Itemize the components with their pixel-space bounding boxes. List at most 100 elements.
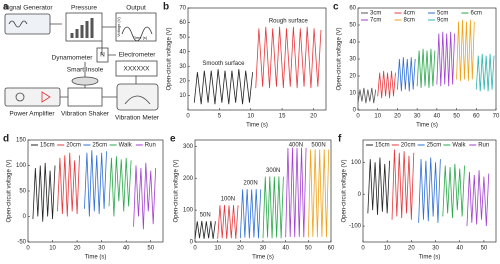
x-tick-label: 30 xyxy=(98,246,105,252)
series-line xyxy=(307,149,330,238)
electrometer-box xyxy=(115,60,158,77)
x-tick-label: 10 xyxy=(214,246,221,252)
x-tick-label: 50 xyxy=(305,246,312,252)
panel-label: e xyxy=(170,134,176,145)
shaker-box xyxy=(67,87,103,107)
series-line xyxy=(84,150,107,217)
series-line xyxy=(475,53,495,92)
annotation: 50N xyxy=(200,213,211,219)
y-tick-label: 40 xyxy=(349,40,356,46)
y-tick-label: 200 xyxy=(183,176,194,182)
series-line xyxy=(377,70,396,99)
x-axis-label: Time (s) xyxy=(416,123,438,129)
series-line xyxy=(262,176,284,239)
label: Smart Insole xyxy=(67,67,104,74)
y-tick-label: 60 xyxy=(179,20,186,26)
annotation: 500N xyxy=(311,143,325,149)
label: Pressure xyxy=(71,5,97,12)
x-tick-label: 10 xyxy=(49,246,56,252)
y-tick-label: 0 xyxy=(23,214,27,220)
meter-box xyxy=(116,83,159,111)
annotation: 400N xyxy=(289,143,303,149)
label: Output xyxy=(126,5,146,12)
series-line xyxy=(32,162,56,222)
series-line xyxy=(193,69,254,105)
panel-label: c xyxy=(333,2,339,13)
x-tick-label: 50 xyxy=(481,246,488,252)
x-tick-label: 40 xyxy=(282,246,289,252)
x-tick-label: 50 xyxy=(147,246,154,252)
x-tick-label: 30 xyxy=(432,246,439,252)
x-tick-label: 20 xyxy=(74,246,81,252)
x-tick-label: 0 xyxy=(26,246,30,252)
x-tick-label: 15 xyxy=(279,114,286,120)
y-tick-label: 30 xyxy=(349,57,356,63)
y-tick-label: 40 xyxy=(179,49,186,55)
x-tick-label: 20 xyxy=(237,246,244,252)
series-line xyxy=(456,19,475,82)
label: Vibration Meter xyxy=(115,115,160,122)
x-tick-label: 10 xyxy=(247,114,254,120)
x-tick-label: 10 xyxy=(374,114,381,120)
y-tick-label: 50 xyxy=(349,23,356,29)
legend-label: Run xyxy=(145,143,156,149)
x-tick-label: 30 xyxy=(260,246,267,252)
legend-label: 9cm xyxy=(437,18,448,24)
x-axis-label: Time (s) xyxy=(246,123,268,129)
y-tick-label: 60 xyxy=(349,6,356,12)
x-tick-label: 50 xyxy=(453,114,460,120)
panel-label: b xyxy=(163,2,169,13)
legend-label: 15cm xyxy=(40,143,55,149)
legend-label: 6cm xyxy=(471,11,482,17)
y-tick-label: 30 xyxy=(179,64,186,70)
label: Time (s) xyxy=(133,35,148,40)
knob-icon xyxy=(15,92,25,102)
legend-label: 25cm xyxy=(92,143,107,149)
y-tick-label: 0 xyxy=(353,108,357,114)
x-tick-label: 40 xyxy=(123,246,130,252)
label: Power Amplifier xyxy=(9,111,55,118)
legend-label: 5cm xyxy=(437,11,448,17)
x-tick-label: 0 xyxy=(361,246,365,252)
legend-label: Walk xyxy=(119,143,133,149)
x-axis-label: Time (s) xyxy=(85,255,107,261)
series-line xyxy=(357,87,377,104)
y-tick-label: -100 xyxy=(349,224,362,230)
signal-generator-box xyxy=(4,13,51,35)
y-tick-label: 50 xyxy=(179,35,186,41)
series-line xyxy=(194,220,216,239)
x-tick-label: 40 xyxy=(434,114,441,120)
legend-label: 7cm xyxy=(370,18,381,24)
y-axis-label: Open-circuit voltage (V) xyxy=(337,27,343,90)
legend-label: 25cm xyxy=(427,143,442,149)
output-curve xyxy=(121,26,153,42)
legend-label: 8cm xyxy=(404,18,415,24)
label: Signal Generator xyxy=(3,5,53,12)
series-line xyxy=(239,189,262,239)
panel-label: a xyxy=(3,2,9,13)
label: N xyxy=(100,52,105,59)
series-line xyxy=(367,157,390,215)
y-tick-label: 50 xyxy=(19,189,26,195)
x-tick-label: 20 xyxy=(310,114,317,120)
label: Voltage (V) xyxy=(116,16,121,36)
y-tick-label: 100 xyxy=(351,160,362,166)
y-tick-label: 0 xyxy=(190,240,194,246)
x-tick-label: 20 xyxy=(408,246,415,252)
amp-icon xyxy=(41,91,51,103)
series-line xyxy=(133,162,157,230)
plot-frame xyxy=(187,7,327,111)
output-box xyxy=(115,12,157,42)
series-line xyxy=(285,147,307,238)
x-tick-label: 0 xyxy=(186,114,190,120)
x-tick-label: 0 xyxy=(356,114,360,120)
meter-icon xyxy=(124,95,151,105)
legend-label: Walk xyxy=(452,143,466,149)
legend-label: 20cm xyxy=(401,143,416,149)
x-tick-label: 5 xyxy=(218,114,222,120)
series-line xyxy=(418,157,441,223)
y-tick-label: 20 xyxy=(179,78,186,84)
panel-label: d xyxy=(3,134,9,145)
connectors xyxy=(50,23,137,98)
